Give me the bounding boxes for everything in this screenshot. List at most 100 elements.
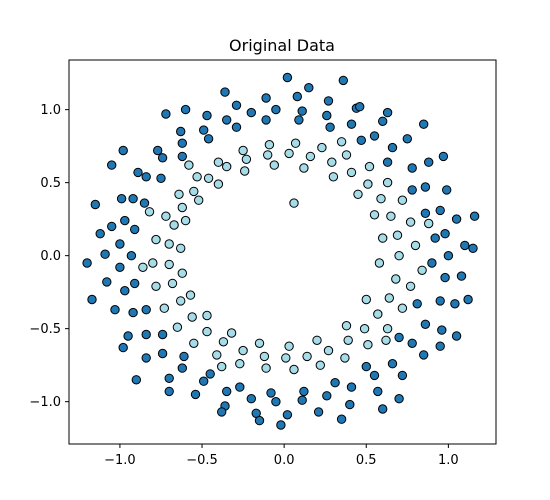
data-point <box>184 160 194 170</box>
data-point <box>330 378 340 388</box>
data-point <box>373 386 383 397</box>
data-point <box>116 194 127 204</box>
data-point <box>328 172 339 182</box>
data-point <box>397 195 408 205</box>
data-point <box>246 394 257 404</box>
data-point <box>410 240 421 251</box>
data-point <box>373 309 383 319</box>
data-point <box>100 249 110 259</box>
y-tick-label: 1.0 <box>40 103 61 118</box>
data-point <box>115 239 125 249</box>
data-point <box>179 351 189 362</box>
data-point <box>361 294 371 305</box>
data-point <box>420 208 431 219</box>
data-point <box>261 93 271 103</box>
data-point <box>153 145 163 156</box>
data-point <box>407 163 417 173</box>
data-point <box>336 137 347 147</box>
data-point <box>346 167 357 178</box>
data-point <box>346 382 357 392</box>
chart-title: Original Data <box>229 36 335 55</box>
data-point <box>386 211 396 221</box>
data-point <box>238 145 248 156</box>
x-tick-label: 1.0 <box>438 453 459 468</box>
data-point <box>259 351 270 362</box>
data-point <box>176 243 186 254</box>
data-point <box>315 360 325 370</box>
data-point <box>164 259 174 270</box>
data-point <box>353 189 363 200</box>
data-point <box>369 370 380 381</box>
data-point <box>241 154 252 165</box>
data-point <box>374 258 385 268</box>
data-point <box>327 157 337 167</box>
data-point <box>110 305 120 315</box>
data-point <box>440 272 450 283</box>
data-point <box>450 299 460 309</box>
data-point <box>463 294 473 305</box>
data-point <box>161 109 171 119</box>
data-point <box>115 262 125 272</box>
data-point <box>107 160 117 170</box>
data-point <box>438 151 449 162</box>
data-point <box>419 350 429 360</box>
data-point <box>294 115 304 125</box>
data-point <box>297 395 307 405</box>
data-point <box>382 177 393 188</box>
data-point <box>176 296 186 306</box>
data-point <box>202 310 212 321</box>
data-point <box>394 394 404 404</box>
data-point <box>199 376 209 386</box>
data-point <box>355 102 365 112</box>
data-point <box>138 262 148 272</box>
data-point <box>185 290 196 300</box>
data-point <box>424 157 434 167</box>
data-point <box>317 142 327 153</box>
data-point <box>290 138 301 148</box>
data-point <box>341 150 352 160</box>
data-point <box>231 100 242 111</box>
data-point <box>460 240 470 251</box>
data-point <box>141 353 151 363</box>
data-point <box>269 160 279 170</box>
data-point <box>231 122 242 132</box>
data-point <box>364 161 375 172</box>
data-point <box>172 322 183 332</box>
data-point <box>120 215 130 226</box>
data-point <box>95 229 105 239</box>
data-point <box>213 179 224 189</box>
data-point <box>469 211 480 221</box>
data-point <box>157 348 168 359</box>
data-point <box>118 342 128 353</box>
data-point <box>176 126 186 137</box>
data-point <box>341 321 352 331</box>
data-point <box>284 148 294 159</box>
data-point <box>151 281 161 291</box>
x-tick-label: 0.5 <box>356 453 377 468</box>
x-tick-label: −1.0 <box>104 453 136 468</box>
data-point <box>263 150 273 160</box>
data-point <box>157 329 168 340</box>
data-point <box>139 198 150 208</box>
data-point <box>177 138 188 148</box>
data-point <box>128 194 138 204</box>
data-point <box>141 305 151 315</box>
data-point <box>177 202 188 213</box>
data-point <box>212 350 222 360</box>
data-point <box>356 135 366 146</box>
data-point <box>322 391 332 401</box>
data-point <box>369 210 380 220</box>
data-point <box>387 142 398 153</box>
data-point <box>199 125 209 135</box>
data-point <box>299 163 309 173</box>
data-point <box>130 278 140 289</box>
data-point <box>468 243 478 254</box>
data-point <box>264 140 275 150</box>
data-point <box>322 110 332 121</box>
data-point <box>235 359 245 369</box>
data-point <box>323 96 334 106</box>
data-point <box>284 341 294 351</box>
data-point <box>363 340 373 350</box>
data-point <box>189 186 199 197</box>
